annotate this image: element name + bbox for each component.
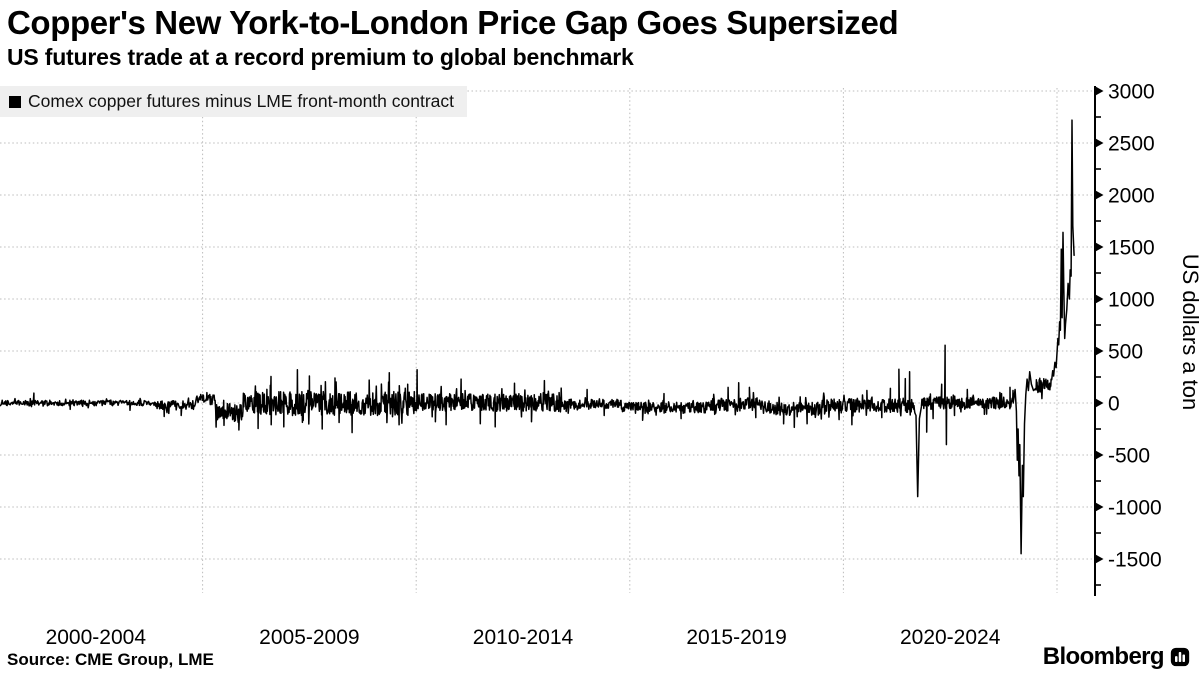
x-tick-label: 2000-2004 — [46, 626, 147, 649]
y-tick-label: -1000 — [1108, 497, 1162, 520]
y-axis — [1094, 86, 1104, 596]
y-axis-title: US dollars a ton — [1178, 254, 1200, 411]
chart-subtitle: US futures trade at a record premium to … — [7, 44, 634, 70]
x-tick-label: 2020-2024 — [900, 626, 1001, 649]
y-tick-label: 2500 — [1108, 133, 1155, 156]
y-major-tick — [1095, 294, 1104, 304]
series-line-group — [0, 119, 1075, 555]
series-line — [0, 119, 1075, 555]
y-tick-label: 1000 — [1108, 289, 1155, 312]
y-major-tick — [1095, 242, 1104, 252]
x-axis-labels: 2000-2004 2005-2009 2010-2014 2015-2019 2020… — [46, 626, 1001, 649]
y-major-tick — [1095, 86, 1104, 96]
chart-title: Copper's New York-to-London Price Gap Go… — [7, 4, 899, 41]
y-major-tick — [1095, 138, 1104, 148]
x-tick-label: 2005-2009 — [259, 626, 359, 649]
bloomberg-terminal-icon — [1170, 647, 1190, 667]
bloomberg-logo: Bloomberg — [1043, 643, 1190, 671]
y-major-tick — [1095, 190, 1104, 200]
legend: Comex copper futures minus LME front-mon… — [0, 86, 468, 117]
y-tick-label: -1500 — [1108, 549, 1162, 572]
y-major-tick — [1095, 502, 1104, 512]
y-tick-label: 0 — [1108, 393, 1120, 416]
y-axis-labels: 3000 2500 2000 1500 1000 500 0 -500 -1000 -1500 — [1108, 81, 1162, 572]
y-tick-label: 500 — [1108, 341, 1143, 364]
x-tick-label: 2015-2019 — [686, 626, 786, 649]
x-tick-label: 2010-2014 — [473, 626, 574, 649]
bloomberg-wordmark: Bloomberg — [1042, 643, 1165, 670]
y-major-tick — [1095, 398, 1104, 408]
y-tick-label: 3000 — [1108, 81, 1155, 104]
y-tick-label: 2000 — [1108, 185, 1155, 208]
y-major-tick — [1095, 346, 1104, 356]
y-gridlines — [0, 90, 1095, 560]
legend-label: Comex copper futures minus LME front-mon… — [28, 91, 455, 111]
legend-swatch-icon — [9, 95, 21, 108]
y-tick-label: 1500 — [1108, 237, 1155, 260]
source-attribution: Source: CME Group, LME — [7, 650, 214, 669]
y-major-tick — [1095, 554, 1104, 564]
x-gridlines — [202, 88, 1058, 593]
y-major-tick — [1095, 450, 1104, 460]
y-tick-label: -500 — [1108, 445, 1150, 468]
